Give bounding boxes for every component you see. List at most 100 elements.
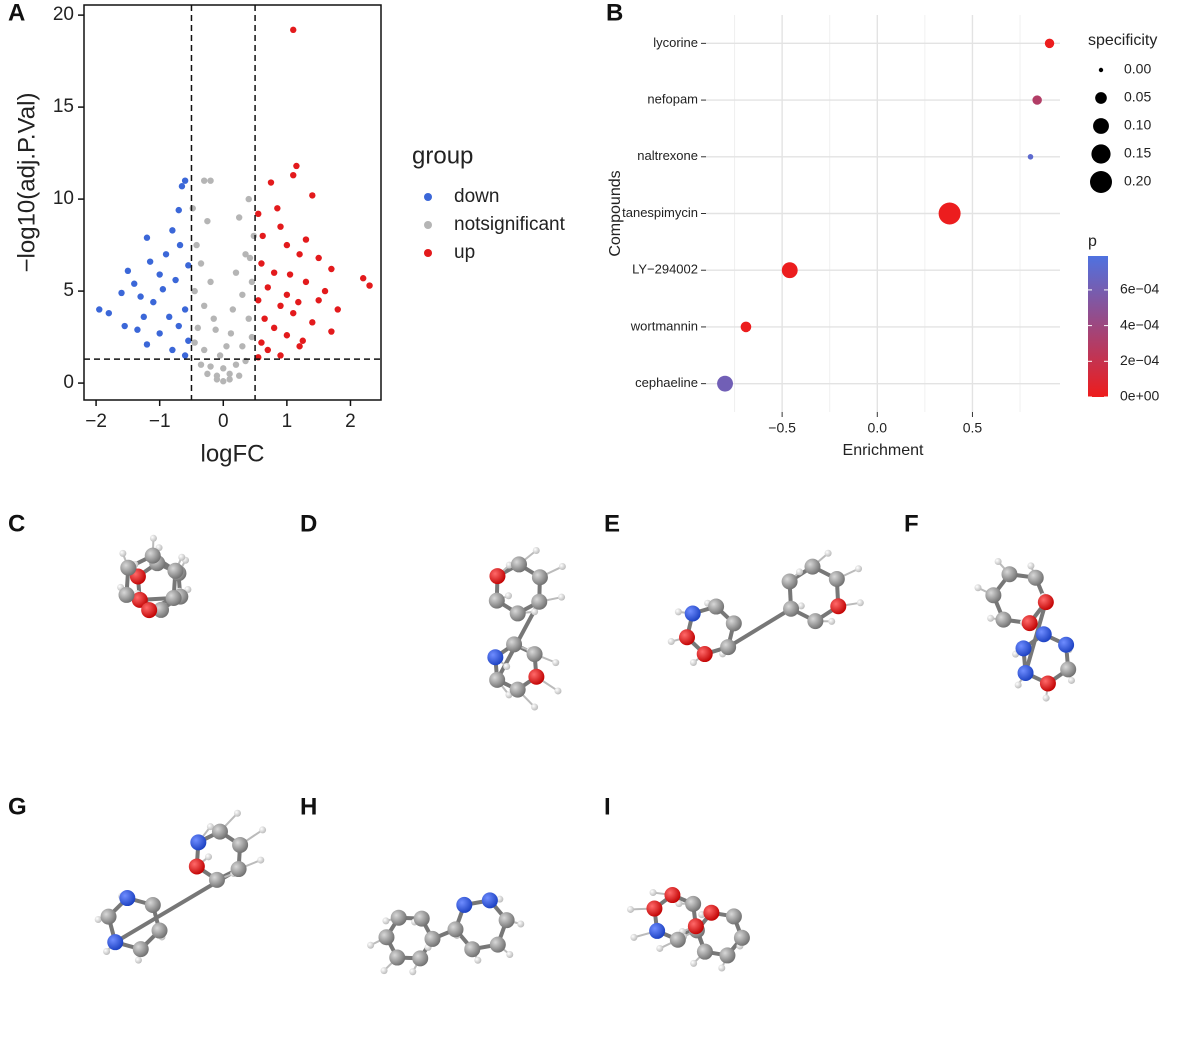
point bbox=[181, 352, 189, 359]
legend-key bbox=[424, 221, 432, 229]
molecule bbox=[667, 549, 864, 667]
dot bbox=[740, 321, 752, 333]
legend-label: 0.05 bbox=[1124, 89, 1151, 105]
atom bbox=[804, 558, 821, 575]
atom bbox=[1060, 661, 1077, 678]
point bbox=[293, 162, 300, 170]
point bbox=[216, 352, 224, 359]
atom bbox=[509, 681, 526, 698]
legend-title: group bbox=[412, 142, 473, 169]
point bbox=[255, 210, 262, 218]
atom bbox=[120, 559, 137, 576]
y-tick-label: lycorine bbox=[653, 35, 698, 50]
y-tick-label: 0 bbox=[63, 372, 74, 393]
hydrogen bbox=[994, 558, 1002, 566]
point bbox=[250, 232, 258, 240]
hydrogen bbox=[1014, 681, 1022, 689]
point bbox=[207, 363, 214, 370]
point bbox=[169, 346, 176, 354]
point bbox=[248, 278, 256, 286]
atom bbox=[649, 922, 666, 939]
point bbox=[328, 328, 335, 335]
point bbox=[178, 183, 186, 190]
point bbox=[181, 306, 189, 313]
atom bbox=[708, 598, 725, 615]
point bbox=[315, 297, 322, 304]
point bbox=[264, 346, 271, 354]
point bbox=[359, 275, 367, 282]
point bbox=[267, 179, 275, 186]
panel-label: F bbox=[904, 510, 919, 537]
dot bbox=[1044, 38, 1055, 49]
hydrogen bbox=[531, 703, 539, 711]
atom bbox=[725, 908, 742, 925]
legend-label: 0.00 bbox=[1124, 61, 1151, 77]
atom bbox=[153, 601, 170, 618]
legend-title: specificity bbox=[1088, 32, 1157, 49]
point bbox=[261, 315, 268, 322]
hydrogen bbox=[627, 905, 635, 913]
hydrogen bbox=[94, 916, 102, 924]
point bbox=[264, 284, 271, 291]
point bbox=[290, 309, 297, 317]
point bbox=[166, 313, 173, 321]
atom bbox=[190, 834, 207, 851]
point bbox=[200, 177, 208, 184]
panel-label: E bbox=[604, 510, 620, 537]
atom bbox=[498, 912, 515, 929]
hydrogen bbox=[630, 933, 638, 941]
atom bbox=[733, 929, 750, 946]
y-tick-label: LY−294002 bbox=[632, 262, 698, 277]
point bbox=[299, 337, 306, 344]
atom bbox=[151, 922, 168, 939]
hydrogen bbox=[505, 592, 513, 600]
hydrogen bbox=[233, 809, 241, 817]
legend-key bbox=[1093, 118, 1109, 134]
legend-label: down bbox=[454, 186, 499, 207]
point bbox=[366, 282, 373, 289]
molecule bbox=[627, 887, 750, 972]
point bbox=[296, 343, 303, 350]
point bbox=[159, 286, 167, 293]
atom bbox=[208, 871, 225, 888]
legend-title: p bbox=[1088, 233, 1097, 250]
legend-label: 0.10 bbox=[1124, 117, 1151, 133]
atom bbox=[684, 605, 701, 622]
dot bbox=[1027, 154, 1034, 160]
atom bbox=[481, 892, 498, 909]
point bbox=[143, 341, 151, 348]
point bbox=[259, 232, 266, 240]
dot bbox=[717, 375, 733, 392]
hydrogen bbox=[380, 967, 388, 975]
atom bbox=[506, 636, 523, 653]
point bbox=[258, 339, 265, 346]
hydrogen bbox=[367, 941, 375, 949]
point bbox=[210, 315, 217, 322]
hydrogen bbox=[690, 959, 698, 967]
point bbox=[309, 319, 316, 326]
molecule bbox=[117, 534, 192, 619]
point bbox=[150, 298, 157, 306]
atom bbox=[230, 861, 247, 878]
hydrogen bbox=[257, 856, 265, 864]
panel-label: H bbox=[300, 793, 317, 820]
atom bbox=[646, 900, 663, 917]
atom bbox=[720, 639, 737, 656]
hydrogen bbox=[987, 614, 995, 622]
legend-key bbox=[1095, 92, 1107, 104]
atom bbox=[489, 936, 506, 953]
y-tick-label: 15 bbox=[53, 96, 74, 117]
hydrogen bbox=[674, 608, 682, 616]
point bbox=[248, 333, 256, 341]
dot bbox=[938, 202, 961, 225]
atom bbox=[144, 547, 161, 564]
legend-key bbox=[1091, 144, 1111, 164]
hydrogen bbox=[656, 944, 664, 952]
atom bbox=[1035, 626, 1052, 643]
point bbox=[172, 276, 179, 284]
point bbox=[200, 346, 208, 354]
hydrogen bbox=[855, 565, 863, 573]
x-axis-title: Enrichment bbox=[843, 442, 924, 459]
hydrogen bbox=[531, 608, 539, 616]
point bbox=[245, 315, 252, 322]
